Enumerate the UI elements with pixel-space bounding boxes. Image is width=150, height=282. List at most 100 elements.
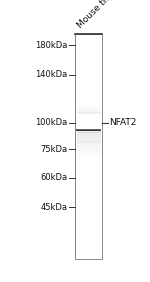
Bar	[75, 34, 76, 259]
Text: 180kDa: 180kDa	[35, 41, 68, 50]
Bar	[75, 34, 76, 259]
Bar	[76, 129, 101, 131]
Bar	[75, 34, 76, 259]
Bar	[75, 34, 76, 259]
Bar	[76, 129, 101, 131]
Bar	[75, 34, 76, 259]
Bar	[75, 34, 76, 259]
Bar	[76, 109, 100, 111]
Bar	[76, 141, 100, 144]
Bar	[75, 34, 76, 259]
Bar	[75, 34, 76, 259]
Bar	[75, 34, 76, 259]
Bar	[75, 34, 76, 259]
Bar	[75, 34, 76, 259]
Bar	[76, 130, 101, 131]
Bar	[76, 146, 100, 148]
Bar	[76, 153, 100, 155]
Bar	[75, 34, 76, 259]
Bar	[75, 34, 76, 259]
Bar	[76, 144, 100, 146]
Bar	[76, 129, 101, 130]
Bar	[75, 34, 76, 259]
Bar	[76, 130, 101, 131]
Bar	[76, 130, 101, 131]
Bar	[76, 132, 100, 135]
Bar	[75, 34, 76, 259]
Bar	[76, 130, 101, 131]
Bar	[75, 34, 76, 259]
Bar	[76, 129, 101, 130]
Text: 45kDa: 45kDa	[40, 203, 68, 212]
Bar	[76, 130, 101, 131]
Bar	[75, 34, 76, 259]
Bar	[75, 34, 76, 259]
Bar	[75, 34, 76, 259]
Bar	[75, 34, 76, 259]
Bar	[76, 129, 101, 131]
Bar	[75, 34, 76, 259]
Bar	[76, 130, 100, 133]
Bar	[75, 34, 76, 259]
Bar	[75, 34, 76, 259]
Bar	[76, 130, 101, 131]
Bar	[76, 148, 100, 151]
Bar	[75, 34, 76, 259]
Bar	[75, 34, 76, 259]
Bar	[75, 34, 76, 259]
Bar	[75, 34, 76, 259]
Bar	[76, 105, 100, 107]
Bar	[75, 34, 76, 259]
Bar	[76, 129, 101, 130]
Bar	[75, 34, 76, 259]
Bar	[75, 34, 76, 259]
Bar	[76, 150, 100, 153]
Bar	[76, 111, 100, 113]
Bar	[75, 34, 76, 259]
Bar	[76, 139, 100, 142]
Bar	[75, 34, 76, 259]
Text: Mouse thymus: Mouse thymus	[75, 0, 128, 30]
Bar	[75, 34, 76, 259]
Bar	[75, 34, 76, 259]
Bar	[76, 155, 100, 157]
Text: 60kDa: 60kDa	[40, 173, 68, 182]
Text: 100kDa: 100kDa	[35, 118, 68, 127]
Bar	[75, 34, 76, 259]
Bar	[75, 34, 76, 259]
Bar	[76, 112, 100, 114]
Bar	[75, 34, 76, 259]
Bar	[75, 34, 76, 259]
Bar	[75, 34, 76, 259]
Text: 75kDa: 75kDa	[40, 145, 68, 154]
Bar	[75, 34, 76, 259]
Bar	[75, 34, 76, 259]
Text: 140kDa: 140kDa	[35, 70, 68, 79]
Bar	[75, 34, 76, 259]
Bar	[75, 34, 76, 259]
Bar	[75, 34, 76, 259]
Bar	[76, 129, 101, 131]
Bar	[75, 34, 102, 259]
Bar	[76, 137, 100, 139]
Bar	[75, 34, 76, 259]
Bar	[75, 34, 76, 259]
Bar	[75, 34, 76, 259]
Bar	[75, 34, 76, 259]
Bar	[76, 130, 101, 131]
Bar	[75, 34, 76, 259]
Bar	[76, 129, 101, 131]
Bar	[75, 34, 76, 259]
Bar	[75, 34, 76, 259]
Bar	[75, 34, 76, 259]
Bar	[75, 34, 76, 259]
Bar	[76, 130, 101, 131]
Bar	[75, 34, 76, 259]
Bar	[75, 34, 76, 259]
Bar	[76, 130, 101, 131]
Bar	[76, 107, 100, 109]
Bar	[76, 129, 101, 131]
Bar	[75, 34, 76, 259]
Bar	[75, 34, 76, 259]
Bar	[75, 34, 76, 259]
